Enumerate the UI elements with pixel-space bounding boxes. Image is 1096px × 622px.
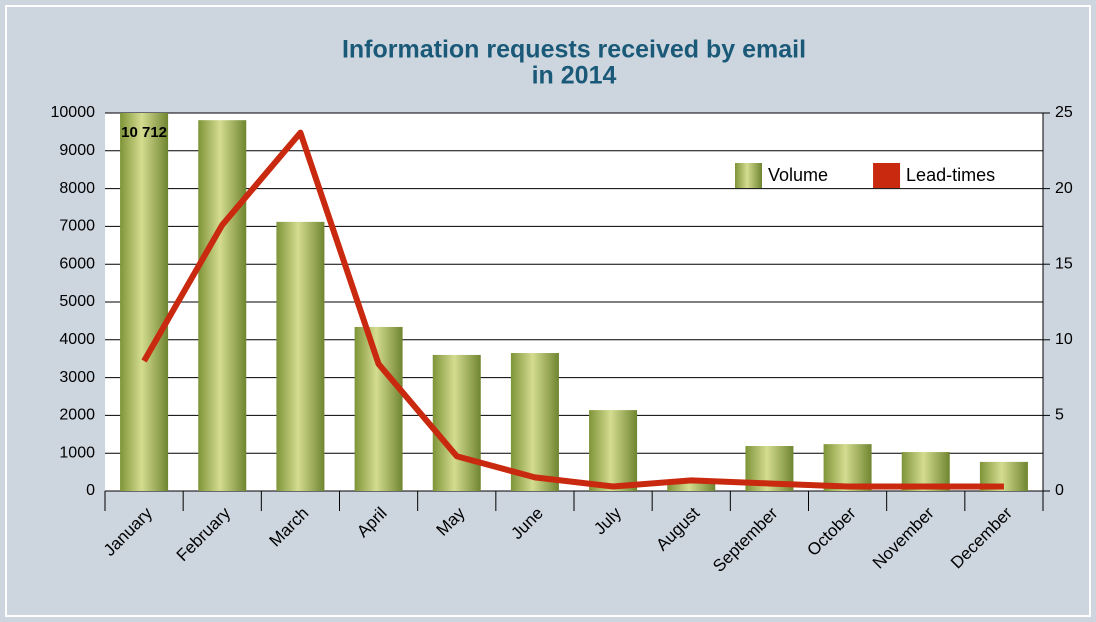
y-tick-label: 9000	[59, 142, 95, 159]
bar	[667, 479, 716, 491]
bar	[432, 354, 481, 491]
y2-tick-label: 15	[1055, 255, 1073, 272]
y2-tick-label: 20	[1055, 180, 1073, 197]
y-tick-label: 2000	[59, 407, 95, 424]
y-tick-label: 5000	[59, 293, 95, 310]
chart-title: in 2014	[532, 62, 617, 90]
y-tick-label: 0	[86, 482, 95, 499]
y-tick-label: 8000	[59, 180, 95, 197]
bar	[354, 326, 403, 491]
bar	[510, 353, 559, 491]
chart-title: Information requests received by email	[342, 36, 806, 64]
y-tick-label: 6000	[59, 255, 95, 272]
legend-swatch	[735, 163, 762, 188]
y2-tick-label: 5	[1055, 407, 1064, 424]
bars	[120, 113, 1028, 491]
y-tick-label: 7000	[59, 218, 95, 235]
legend-swatch	[873, 163, 901, 188]
legend-label: Volume	[768, 165, 828, 185]
bar	[120, 113, 169, 491]
legend-label: Lead-times	[906, 165, 995, 185]
line	[141, 129, 1004, 490]
bar	[276, 221, 325, 491]
bar	[589, 410, 638, 491]
y-tick-label: 1000	[59, 444, 95, 461]
bar	[198, 120, 247, 491]
y2-tick-label: 0	[1055, 482, 1064, 499]
y-tick-label: 3000	[59, 369, 95, 386]
y2-tick-label: 25	[1055, 104, 1073, 121]
y-tick-label: 4000	[59, 331, 95, 348]
y2-tick-label: 10	[1055, 331, 1073, 348]
value-label: 10 712	[121, 124, 167, 141]
y-tick-label: 10000	[51, 104, 96, 121]
